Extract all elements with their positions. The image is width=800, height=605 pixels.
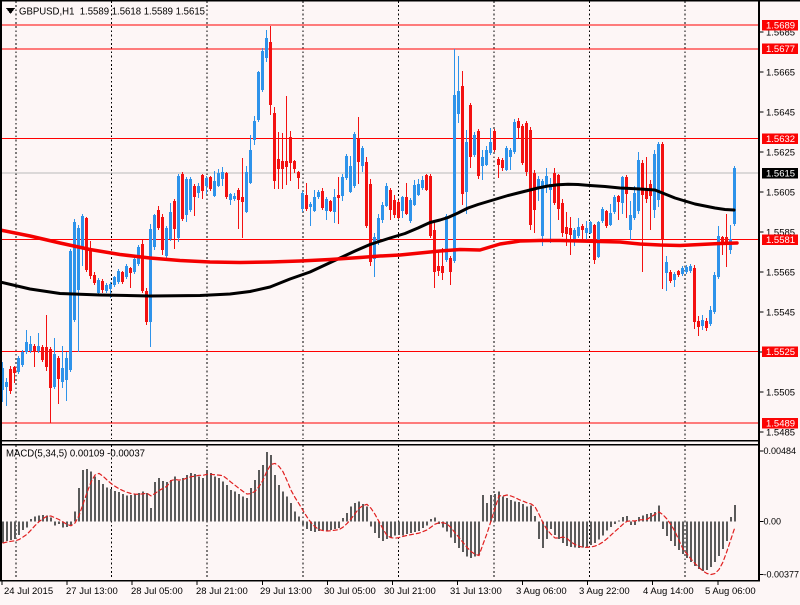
- svg-text:4 Aug 14:00: 4 Aug 14:00: [643, 586, 694, 597]
- svg-text:28 Jul 05:00: 28 Jul 05:00: [131, 586, 183, 597]
- svg-text:1.5645: 1.5645: [766, 107, 795, 118]
- svg-text:1.5685: 1.5685: [766, 27, 795, 38]
- svg-text:29 Jul 13:00: 29 Jul 13:00: [260, 586, 312, 597]
- svg-text:1.5689: 1.5689: [766, 20, 795, 31]
- svg-text:1.5545: 1.5545: [766, 307, 795, 318]
- svg-text:1.5677: 1.5677: [766, 44, 795, 55]
- svg-text:30 Jul 05:00: 30 Jul 05:00: [324, 586, 376, 597]
- svg-text:1.5585: 1.5585: [766, 227, 795, 238]
- svg-text:30 Jul 21:00: 30 Jul 21:00: [384, 586, 436, 597]
- svg-text:1.5632: 1.5632: [766, 134, 795, 145]
- svg-text:GBPUSD,H1 1.5589 1.5618 1.558: GBPUSD,H1 1.5589 1.5618 1.5589 1.5615: [19, 6, 205, 18]
- svg-text:MACD(5,34,5) 0.00109 -0.00037: MACD(5,34,5) 0.00109 -0.00037: [6, 448, 145, 460]
- svg-text:1.5605: 1.5605: [766, 187, 795, 198]
- svg-text:1.5615: 1.5615: [766, 169, 795, 180]
- svg-text:27 Jul 13:00: 27 Jul 13:00: [66, 586, 118, 597]
- svg-text:1.5489: 1.5489: [766, 418, 795, 429]
- svg-text:24 Jul 2015: 24 Jul 2015: [4, 586, 53, 597]
- svg-text:1.5505: 1.5505: [766, 387, 795, 398]
- svg-text:3 Aug 22:00: 3 Aug 22:00: [579, 586, 630, 597]
- svg-text:5 Aug 06:00: 5 Aug 06:00: [705, 586, 756, 597]
- svg-text:1.5525: 1.5525: [766, 347, 795, 358]
- svg-text:1.5625: 1.5625: [766, 147, 795, 158]
- svg-text:1.5485: 1.5485: [766, 427, 795, 438]
- svg-text:1.5665: 1.5665: [766, 67, 795, 78]
- svg-text:28 Jul 21:00: 28 Jul 21:00: [196, 586, 248, 597]
- svg-text:1.5565: 1.5565: [766, 267, 795, 278]
- svg-text:-0.00377: -0.00377: [764, 570, 800, 580]
- svg-text:0.00484: 0.00484: [764, 446, 797, 456]
- svg-text:1.5581: 1.5581: [766, 235, 795, 246]
- svg-text:3 Aug 06:00: 3 Aug 06:00: [516, 586, 567, 597]
- svg-text:31 Jul 13:00: 31 Jul 13:00: [450, 586, 502, 597]
- svg-text:0.00: 0.00: [764, 517, 782, 527]
